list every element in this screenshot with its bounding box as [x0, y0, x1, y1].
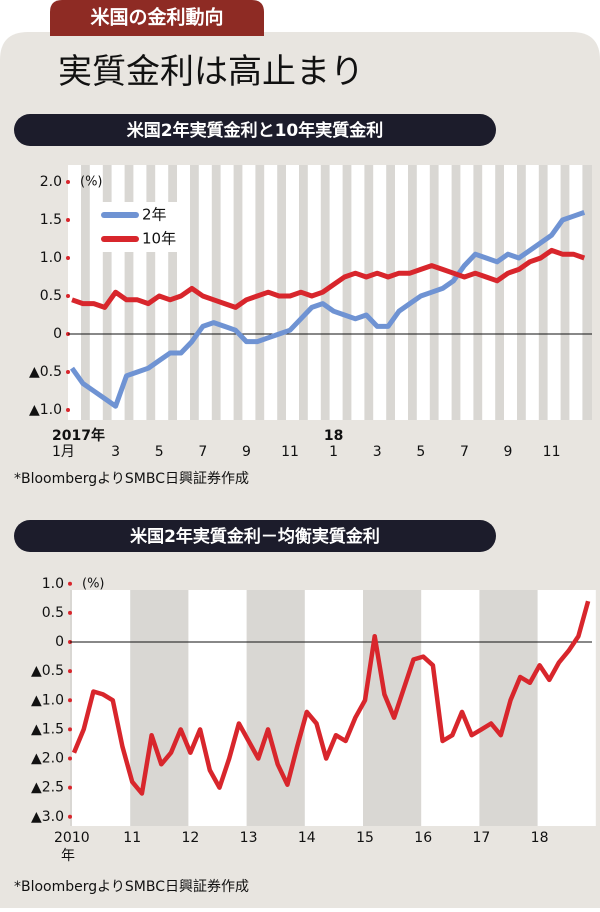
x-tick-label: 15 [356, 830, 374, 846]
source-note: *BloombergよりSMBC日興証券作成 [14, 879, 249, 895]
y-tick-label: 1.0 [40, 250, 62, 266]
stripe [569, 165, 583, 420]
line-series [69, 210, 586, 409]
x-unit-label: 年 [61, 848, 75, 864]
legend-box [96, 202, 184, 252]
y-tick-label: ▲1.5 [31, 721, 64, 737]
y-tick-label: ▲1.0 [31, 692, 64, 708]
stripe [220, 165, 234, 420]
subtitle-pill [14, 114, 496, 146]
stripe [438, 165, 452, 420]
legend-label: 10年 [142, 230, 176, 248]
subtitle: 米国2年実質金利－均衡実質金利 [130, 526, 380, 547]
x-year-label: 18 [324, 428, 343, 444]
y-tick-dot [68, 581, 72, 586]
y-tick-label: 1.5 [40, 212, 62, 228]
x-tick-label: 11 [543, 444, 561, 460]
y-tick-label: 0 [53, 326, 62, 342]
stripe [482, 165, 496, 420]
x-tick-label: 18 [531, 830, 549, 846]
line-series [71, 247, 586, 310]
stripe [525, 165, 539, 420]
y-tick-label: 2.0 [40, 174, 62, 190]
stripe [547, 165, 561, 420]
stripe [421, 590, 480, 826]
x-tick-label: 11 [281, 444, 299, 460]
y-tick-dot [66, 180, 70, 184]
stripe [68, 165, 81, 420]
stripe [188, 590, 247, 826]
y-tick-dot [66, 256, 70, 260]
x-tick-label: 7 [198, 444, 207, 460]
stripe [373, 165, 387, 420]
x-tick-label: 7 [460, 444, 469, 460]
x-tick-label: 9 [504, 444, 513, 460]
stripe [198, 165, 212, 420]
stripe [72, 590, 131, 826]
stripe [304, 590, 363, 826]
subtitle: 米国2年実質金利と10年実質金利 [127, 120, 384, 141]
legend-label: 2年 [142, 206, 167, 224]
y-tick-dot [68, 727, 72, 732]
x-tick-label: 13 [240, 830, 258, 846]
y-tick-dot [66, 408, 70, 412]
y-tick-label: ▲2.0 [31, 751, 64, 767]
x-tick-label: 3 [373, 444, 382, 460]
x-year-label: 2017年 [52, 427, 105, 444]
y-tick-dot [66, 370, 70, 374]
stripe [395, 165, 408, 420]
y-tick-label: ▲1.0 [29, 402, 62, 418]
stripe [351, 165, 365, 420]
tab-label: 米国の金利動向 [90, 6, 223, 29]
x-tick-label: 5 [416, 444, 425, 460]
y-tick-dot [68, 610, 72, 615]
y-tick-label: 1.0 [42, 576, 64, 592]
unit-label: (%) [82, 576, 105, 591]
x-tick-label: 17 [472, 830, 490, 846]
y-tick-label: ▲0.5 [31, 663, 64, 679]
y-tick-label: 0.5 [40, 288, 62, 304]
y-tick-label: ▲2.5 [31, 780, 64, 796]
y-tick-label: ▲0.5 [29, 364, 62, 380]
x-tick-label: 9 [242, 444, 251, 460]
x-tick-label: 1 [329, 444, 338, 460]
y-tick-dot [66, 218, 70, 222]
y-tick-dot [66, 294, 70, 298]
y-tick-dot [68, 756, 72, 761]
x-tick-label: 1月 [52, 444, 75, 460]
y-tick-dot [68, 698, 72, 703]
stripe [537, 590, 596, 826]
tab [50, 0, 264, 36]
x-tick-label: 2010 [54, 830, 90, 846]
x-tick-label: 12 [181, 830, 199, 846]
x-tick-label: 3 [111, 444, 120, 460]
stripe [460, 165, 474, 420]
y-tick-dot [68, 814, 72, 819]
unit-label: (%) [80, 175, 103, 190]
subtitle-pill [14, 520, 496, 552]
y-tick-dot [68, 669, 72, 674]
source-note: *BloombergよりSMBC日興証券作成 [14, 471, 249, 487]
stripe [504, 165, 517, 420]
y-tick-label: 0 [55, 634, 64, 650]
headline: 実質金利は高止まり [58, 52, 364, 92]
x-tick-label: 14 [298, 830, 316, 846]
stripe [329, 165, 343, 420]
y-tick-dot [68, 785, 72, 790]
x-tick-label: 5 [155, 444, 164, 460]
y-tick-label: ▲3.0 [31, 809, 64, 825]
x-tick-label: 16 [414, 830, 432, 846]
y-tick-label: 0.5 [42, 605, 64, 621]
line-series [71, 600, 591, 796]
x-tick-label: 11 [123, 830, 141, 846]
stripe [242, 165, 256, 420]
